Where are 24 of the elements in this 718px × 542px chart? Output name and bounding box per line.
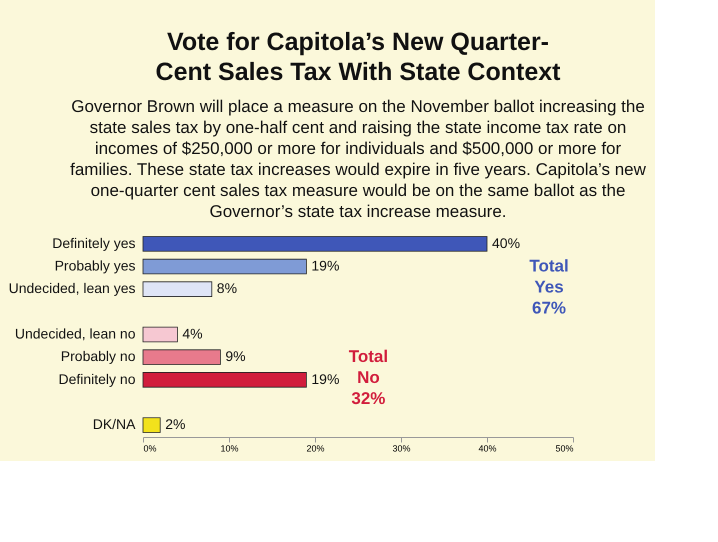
y-tick-label: Undecided, lean no [14,326,136,342]
chart-subtitle: Governor Brown will place a measure on the November ballot increasing the state sales tax by one-half cent and raising the state income tax rate on incomes of $250,000 or more for individuals and $500,000 or more for families. These state tax increases would expire in five years. Capitola’s new one-quarter cent sales tax measure would be on the same ballot as the Governor’s state tax increase measure. [70,97,647,221]
y-tick-label: Definitely no [58,370,136,387]
x-tick-label: 50% [555,444,574,454]
data-label: 19% [311,370,340,387]
annotation: Total Yes 67% [529,256,569,318]
y-tick-label: Definitely yes [52,234,136,251]
y-tick-label: Probably yes [54,258,136,274]
annotation: Total No 32% [348,347,388,408]
x-tick-label: 10% [220,444,239,454]
x-tick-label: 40% [478,444,497,454]
x-tick-label: 30% [392,444,411,454]
data-label: 4% [182,326,203,342]
data-label: 40% [492,234,520,251]
x-tick-label: 0% [144,444,157,454]
y-tick-label: DK/NA [92,416,136,432]
x-tick-label: 20% [306,444,325,454]
data-label: 19% [311,258,340,274]
data-label: 8% [216,280,238,296]
chart-title: Vote for Capitola’s New Quarter- Cent Sales Tax With State Context [156,28,562,86]
data-label: 2% [165,416,186,432]
data-label: 9% [225,348,246,364]
y-tick-label: Undecided, lean yes [8,280,136,296]
y-tick-label: Probably no [60,348,136,364]
